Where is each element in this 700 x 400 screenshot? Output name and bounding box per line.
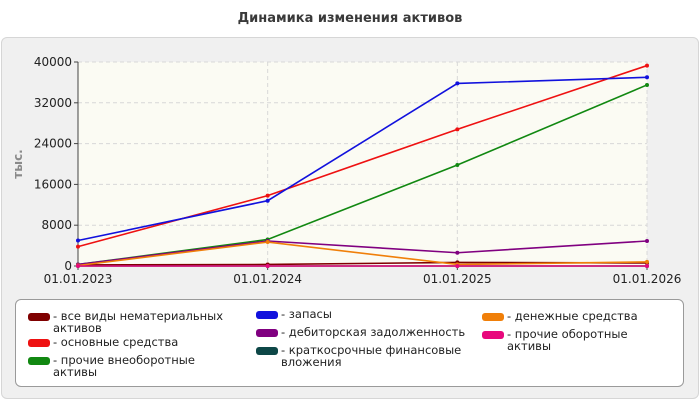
legend-swatch — [256, 311, 278, 319]
data-point — [265, 264, 270, 268]
data-point — [645, 259, 649, 264]
legend-label: - денежные средства — [507, 309, 638, 323]
x-tick-label: 01.01.2026 — [613, 272, 682, 286]
legend-label: - запасы — [281, 307, 332, 321]
series-line — [77, 241, 648, 267]
data-point — [76, 238, 80, 243]
y-tick-label: 40000 — [34, 55, 72, 69]
legend-swatch — [28, 313, 50, 321]
legend-item: - краткосрочные финансовые вложения — [256, 343, 466, 369]
y-tick-label: 24000 — [34, 137, 72, 151]
data-point — [455, 127, 460, 132]
x-tick-label: 01.01.2023 — [44, 272, 113, 286]
data-point — [265, 198, 270, 203]
y-tick-label: 0 — [64, 259, 72, 273]
data-point — [455, 264, 460, 268]
legend-swatch — [28, 357, 50, 365]
legend-label: - краткосрочные финансовые вложения — [281, 343, 462, 369]
legend-swatch — [28, 339, 50, 347]
x-tick-label: 01.01.2024 — [233, 272, 302, 286]
legend-label: - основные средства — [53, 335, 179, 349]
legend-item: - прочие оборотные активы — [482, 327, 672, 353]
legend-item: - все виды нематериальных активов — [28, 309, 233, 335]
data-point — [455, 250, 460, 255]
y-tick-label: 32000 — [34, 96, 72, 110]
data-point — [645, 75, 649, 80]
legend-item: - дебиторская задолженность — [256, 325, 466, 339]
data-point — [455, 81, 460, 86]
series-line — [77, 76, 648, 242]
legend-swatch — [256, 347, 278, 355]
data-point — [645, 63, 649, 68]
legend-label: - прочие оборотные активы — [507, 327, 628, 353]
legend-item: - запасы — [256, 307, 466, 321]
y-axis-title: тыс. — [11, 149, 25, 178]
legend-label: - прочие внеоборотные активы — [53, 353, 195, 379]
chart-legend: - все виды нематериальных активов - основ… — [15, 299, 684, 387]
data-point — [76, 244, 80, 249]
legend-item: - основные средства — [28, 335, 233, 349]
legend-swatch — [482, 331, 504, 339]
data-point — [645, 82, 649, 87]
x-tick-label: 01.01.2025 — [423, 272, 492, 286]
legend-item: - денежные средства — [482, 309, 672, 323]
legend-item: - прочие внеоборотные активы — [28, 353, 233, 379]
plot-area — [78, 62, 647, 266]
legend-label: - все виды нематериальных активов — [53, 309, 224, 335]
data-point — [645, 264, 649, 268]
data-point — [265, 193, 270, 198]
legend-label: - дебиторская задолженность — [281, 325, 466, 339]
y-tick-label: 8000 — [41, 218, 72, 232]
data-point — [645, 239, 649, 244]
legend-swatch — [482, 313, 504, 321]
chart-title: Динамика изменения активов — [237, 11, 463, 26]
legend-swatch — [256, 329, 278, 337]
data-point — [76, 264, 80, 268]
series-line — [77, 240, 648, 266]
data-point — [455, 163, 460, 168]
data-point — [265, 240, 270, 245]
y-tick-label: 16000 — [34, 177, 72, 191]
